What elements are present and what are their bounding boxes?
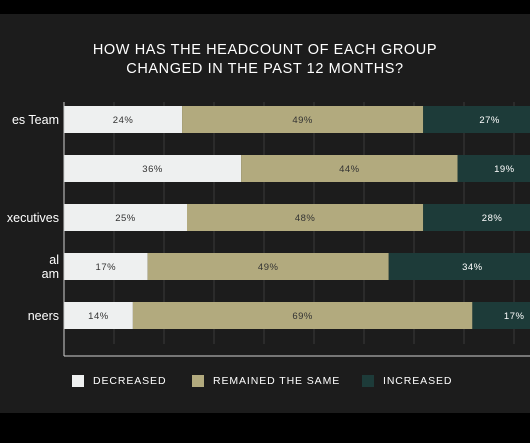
legend-swatch xyxy=(72,375,84,387)
chart-panel: HOW HAS THE HEADCOUNT OF EACH GROUP CHAN… xyxy=(0,14,530,413)
data-label: 19% xyxy=(494,164,515,175)
legend-swatch xyxy=(192,375,204,387)
legend-label: REMAINED THE SAME xyxy=(213,375,341,387)
bar-segment xyxy=(64,253,148,280)
bar-segment xyxy=(64,106,183,133)
bar-segment xyxy=(388,253,530,280)
data-label: 69% xyxy=(292,311,313,322)
bar-chart: 24% 49% 27% 36% 44% 19% 25% 48% 28% 17% 49% 34% 14% 6… xyxy=(63,102,530,357)
data-label: 14% xyxy=(88,311,109,322)
data-label: 17% xyxy=(504,311,525,322)
legend-label: INCREASED xyxy=(383,375,453,387)
data-label: 17% xyxy=(96,262,117,273)
bar-segment xyxy=(472,302,530,329)
data-label: 27% xyxy=(479,115,500,126)
legend-item: REMAINED THE SAME xyxy=(192,375,340,387)
legend-item: INCREASED xyxy=(362,375,452,387)
bar-segment xyxy=(457,155,530,182)
data-label: 44% xyxy=(339,164,360,175)
data-label: 36% xyxy=(142,164,163,175)
bar-segment xyxy=(182,106,424,133)
bar-segment xyxy=(64,302,133,329)
data-label: 28% xyxy=(482,213,503,224)
category-label-line: xecutives xyxy=(6,210,59,225)
category-label: es Team xyxy=(12,113,59,127)
category-label: al am xyxy=(42,253,59,281)
category-label-line: al xyxy=(49,252,59,267)
category-label-line: neers xyxy=(27,308,59,323)
legend: DECREASED REMAINED THE SAME INCREASED xyxy=(0,375,530,391)
data-label: 48% xyxy=(295,213,316,224)
data-label: 34% xyxy=(462,262,483,273)
bar-segment xyxy=(241,155,458,182)
bar-segment xyxy=(64,204,187,231)
legend-swatch xyxy=(362,375,374,387)
bar-segment xyxy=(147,253,389,280)
legend-item: DECREASED xyxy=(72,375,166,387)
category-label-line: am xyxy=(41,266,59,281)
bar-segment xyxy=(64,155,242,182)
category-label: neers xyxy=(28,309,59,323)
category-label-line: es Team xyxy=(11,112,59,127)
data-label: 25% xyxy=(115,213,136,224)
legend-label: DECREASED xyxy=(93,375,167,387)
data-label: 24% xyxy=(113,115,134,126)
data-label: 49% xyxy=(292,115,313,126)
bar-segment xyxy=(187,204,424,231)
bar-segment xyxy=(423,204,530,231)
chart-title: HOW HAS THE HEADCOUNT OF EACH GROUP CHAN… xyxy=(92,42,438,77)
data-label: 49% xyxy=(258,262,279,273)
bar-segment xyxy=(423,106,530,133)
bar-segment xyxy=(132,302,473,329)
category-label: xecutives xyxy=(7,211,59,225)
